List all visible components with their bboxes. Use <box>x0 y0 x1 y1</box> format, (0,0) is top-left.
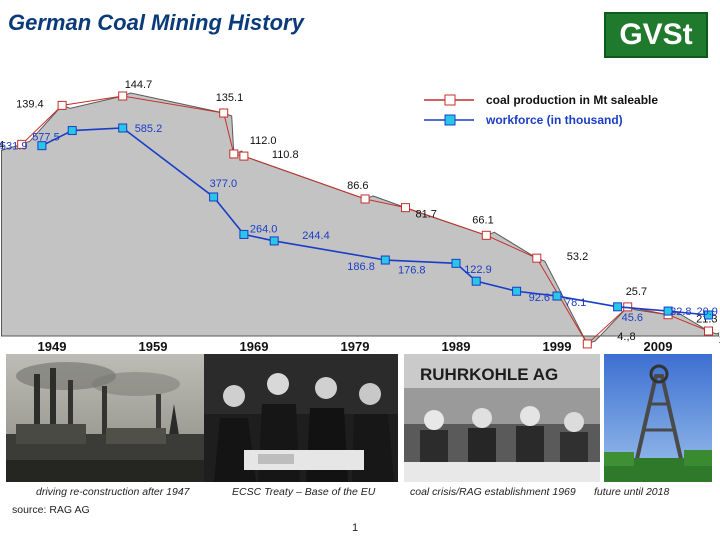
workforce-data-label: 377.0 <box>210 178 238 190</box>
production-data-label: 66.1 <box>472 214 493 226</box>
workforce-marker <box>471 276 481 286</box>
production-data-label: 81.7 <box>416 209 437 221</box>
workforce-data-label: 92.6 <box>529 292 550 304</box>
legend-label: workforce (in thousand) <box>485 113 623 127</box>
photo-reconstruction <box>6 354 204 482</box>
production-marker <box>229 149 239 159</box>
coal-history-chart: 117.4 139.4 144.7 135.1 112.0 110.8 86.6 81.7 66… <box>0 79 720 354</box>
caption-coal-crisis: coal crisis/RAG establishment 1969 <box>410 486 576 498</box>
production-marker <box>704 326 713 336</box>
production-marker <box>219 108 229 118</box>
x-tick-label: 2009 <box>644 339 673 354</box>
production-data-label: 110.8 <box>272 149 299 161</box>
workforce-marker <box>269 236 279 246</box>
workforce-marker <box>37 141 47 151</box>
workforce-marker <box>613 302 623 312</box>
legend-marker <box>444 94 456 106</box>
x-axis-ticks: 1949 1959 1969 1979 1989 1999 2009 <box>38 339 673 354</box>
photo-ecsc-treaty <box>204 354 398 482</box>
x-tick-label: 1969 <box>240 339 269 354</box>
gvst-logo: GVSt <box>604 12 708 58</box>
workforce-data-label: 32.8 <box>670 306 691 318</box>
workforce-data-label: 244.4 <box>302 230 330 242</box>
workforce-marker <box>663 306 673 316</box>
caption-reconstruction: driving re-construction after 1947 <box>36 486 190 498</box>
workforce-series: 531.9 577.5 585.2 377.0 264.0 244.4 186.8 176.8… <box>0 123 718 324</box>
workforce-data-label: 176.8 <box>398 264 426 276</box>
production-data-label: 144.7 <box>125 79 153 91</box>
production-line <box>21 95 709 345</box>
workforce-data-label: 585.2 <box>135 123 163 135</box>
x-tick-label: 1989 <box>442 339 471 354</box>
production-data-label: 25.7 <box>626 286 647 298</box>
x-tick-label: 1999 <box>543 339 572 354</box>
legend-marker <box>444 114 456 126</box>
production-data-label: 112.0 <box>250 135 277 147</box>
workforce-marker <box>552 291 562 301</box>
production-marker <box>582 339 592 349</box>
production-marker <box>17 139 27 149</box>
production-data-label: 53.2 <box>567 251 588 263</box>
x-tick-label: 1949 <box>38 339 67 354</box>
workforce-line <box>41 127 709 316</box>
production-marker <box>57 100 67 110</box>
production-marker <box>360 194 370 204</box>
source-note: source: RAG AG <box>12 504 90 516</box>
workforce-data-label: 531.9 <box>0 141 27 153</box>
workforce-data-label: 122.9 <box>464 264 492 276</box>
production-marker <box>532 253 542 263</box>
production-data-label: 135.1 <box>216 92 244 104</box>
production-marker <box>239 151 249 161</box>
production-marker <box>118 91 128 101</box>
workforce-data-label: 45.6 <box>622 312 643 324</box>
production-marker <box>481 230 491 240</box>
workforce-marker <box>704 310 713 320</box>
workforce-marker <box>118 123 128 133</box>
caption-future: future until 2018 <box>594 486 670 498</box>
production-data-label: 117.4 <box>0 139 4 151</box>
photo-headframe <box>604 354 712 482</box>
workforce-data-label: 20.9 <box>697 306 718 318</box>
page-number: 1 <box>352 522 359 534</box>
production-data-label: 139.4 <box>16 98 44 110</box>
production-data-label: 86.6 <box>347 180 368 192</box>
production-data-label: 12.1 <box>719 334 720 346</box>
workforce-data-label: 78.1 <box>565 297 586 309</box>
workforce-marker <box>209 192 219 202</box>
legend-label: coal production in Mt saleable <box>486 93 658 107</box>
workforce-data-label: 186.8 <box>347 261 375 273</box>
production-series: 117.4 139.4 144.7 135.1 112.0 110.8 86.6 81.7 66… <box>0 79 720 349</box>
chart-legend: coal production in Mt saleable workforce … <box>424 93 658 127</box>
page-title: German Coal Mining History <box>8 10 304 35</box>
ruhrkohle-sign: RUHRKOHLE AG <box>420 365 558 384</box>
workforce-data-label: 264.0 <box>250 223 278 235</box>
workforce-marker <box>512 286 522 296</box>
production-data-label: 4.,8 <box>617 331 635 343</box>
x-tick-label: 1959 <box>139 339 168 354</box>
workforce-marker <box>239 229 249 239</box>
x-tick-label: 1979 <box>341 339 370 354</box>
workforce-marker <box>451 258 461 268</box>
workforce-marker <box>67 126 77 136</box>
caption-ecsc: ECSC Treaty – Base of the EU <box>232 486 376 498</box>
production-marker <box>401 203 410 213</box>
workforce-data-label: 577.5 <box>32 132 60 144</box>
photo-ruhrkohle: RUHRKOHLE AG <box>404 354 600 482</box>
workforce-marker <box>380 255 390 265</box>
